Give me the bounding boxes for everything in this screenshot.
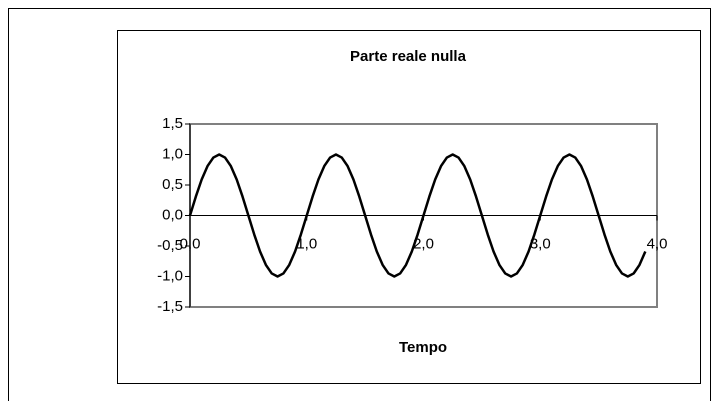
- x-tick-label: 2,0: [413, 235, 434, 252]
- x-tick-label: 4,0: [647, 235, 668, 252]
- y-tick-label: -0,5: [157, 237, 183, 254]
- line-series: [188, 153, 647, 278]
- chart-title: Parte reale nulla: [350, 48, 467, 65]
- x-tick-label: 3,0: [530, 235, 551, 252]
- outer-frame: [8, 8, 711, 401]
- chart-area: [117, 30, 701, 384]
- x-tick-label: 1,0: [296, 235, 317, 252]
- y-tick-label: 1,5: [162, 115, 183, 132]
- x-tick-label: 0,0: [180, 235, 201, 252]
- y-tick-label: 0,5: [162, 176, 183, 193]
- y-tick-label: -1,5: [157, 298, 183, 315]
- x-axis-label: Tempo: [399, 339, 447, 356]
- y-tick-label: 1,0: [162, 145, 183, 162]
- y-tick-label: -1,0: [157, 267, 183, 284]
- y-tick-label: 0,0: [162, 206, 183, 223]
